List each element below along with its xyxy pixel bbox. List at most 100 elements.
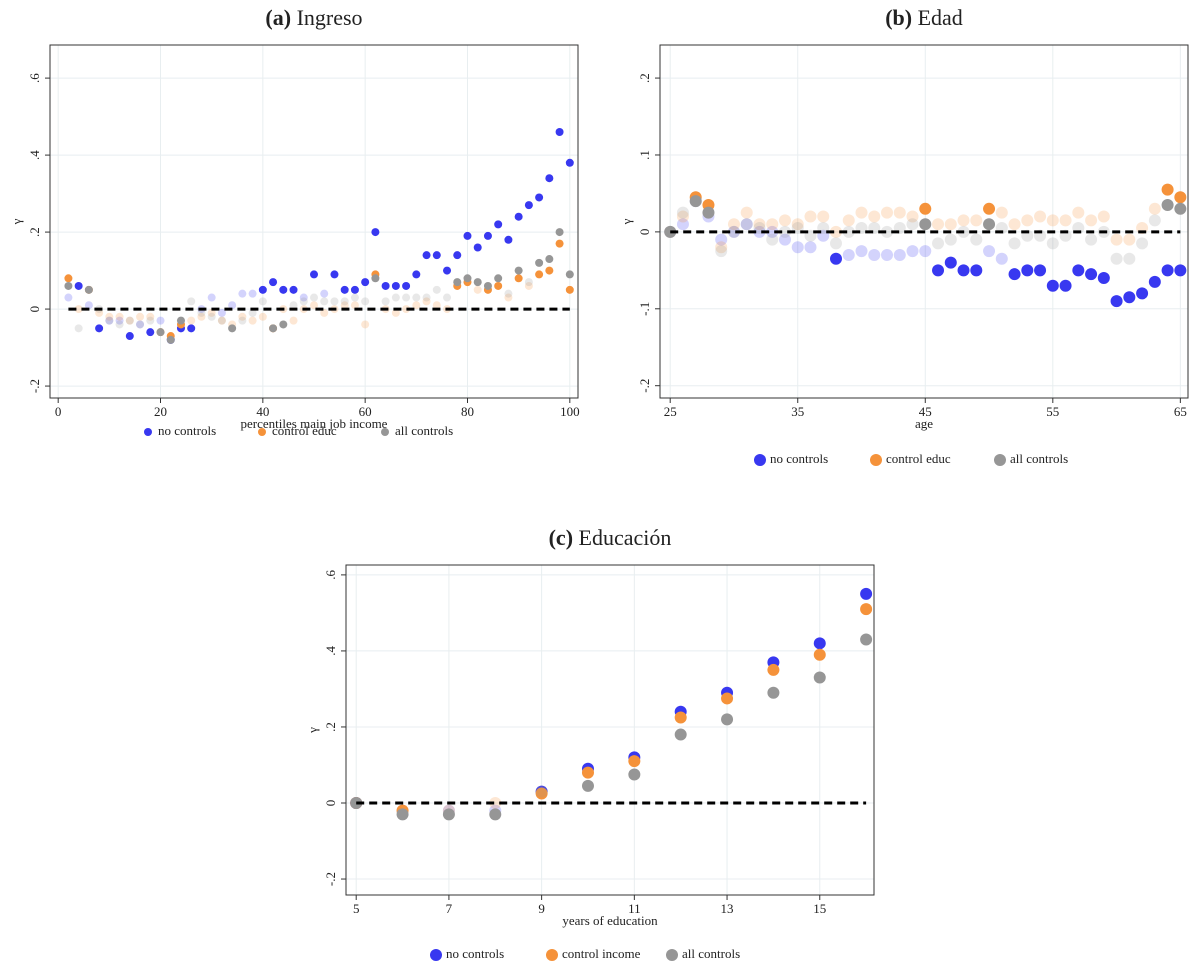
x-tick-label: 60 [359,404,372,419]
point [919,218,932,231]
point [248,308,257,317]
point [310,270,318,279]
x-tick-label: 80 [461,404,474,419]
point [463,231,472,240]
point [391,281,400,290]
x-tick-label: 0 [55,404,62,419]
panel: (c) Educación -.2 0 .2 .4 .6 5 7 9 11 13 15 years of… [305,525,875,961]
point [868,248,881,261]
point [125,316,134,325]
legend-marker [381,428,389,436]
point [187,324,196,333]
point [1110,233,1123,246]
legend-label: all controls [1010,451,1068,466]
point [187,316,196,325]
point [258,285,267,294]
point [906,210,919,223]
point [766,218,779,231]
point [1097,272,1110,285]
point [95,324,104,333]
point [778,214,791,227]
point [279,285,288,294]
point [238,289,247,298]
point [860,633,873,646]
x-tick-label: 45 [919,404,932,419]
point [84,301,93,310]
point [674,728,687,741]
point [136,320,145,329]
point [919,202,932,215]
point [402,305,411,314]
point [494,281,503,290]
legend-label: control educ [272,423,337,438]
point [156,328,165,337]
point [483,231,492,240]
point [289,301,298,310]
point [136,320,145,329]
point [727,225,740,238]
point [881,225,894,238]
point [64,293,73,302]
point [1021,214,1034,227]
point [514,212,523,221]
point [767,686,780,699]
point [1148,214,1161,227]
point [919,245,932,258]
point [778,233,791,246]
point [1034,210,1047,223]
point [74,305,83,314]
point [494,220,503,229]
point [545,266,554,275]
point [279,320,288,329]
point [804,241,817,254]
point [340,301,349,310]
point [970,233,983,246]
point [371,274,380,283]
legend-label: control income [562,946,641,961]
point [715,241,728,254]
point [125,316,134,325]
point [473,278,482,287]
point [1123,291,1136,304]
point [443,266,452,275]
point [391,308,400,317]
point [944,218,957,231]
point [727,225,740,238]
point [320,308,329,317]
point [535,787,548,800]
point [95,308,104,317]
legend-marker [870,454,882,466]
point [842,248,855,261]
point [813,637,826,650]
point [489,796,502,809]
point [830,225,842,238]
panel-title-text: Ingreso [297,5,363,30]
point [932,237,945,250]
point [944,233,957,246]
point [238,316,247,325]
point [1034,264,1047,277]
plot-frame [49,44,579,399]
point [1161,183,1174,196]
point [156,316,165,325]
point [1110,295,1123,308]
point [361,297,370,306]
point [881,248,894,261]
point [1046,279,1059,292]
point [64,274,73,283]
point [753,218,766,231]
point [766,225,779,238]
panel-title-text: Educación [579,525,672,550]
point [842,225,855,238]
point [84,285,93,294]
point [893,206,906,219]
point [555,228,564,237]
point [778,225,791,238]
y-tick-label: .4 [323,646,338,656]
x-tick-label: 11 [628,901,641,916]
y-tick-label: .2 [323,722,338,732]
y-tick-label: 0 [637,229,652,236]
point [1174,264,1187,277]
point [740,218,753,231]
point [983,202,996,215]
